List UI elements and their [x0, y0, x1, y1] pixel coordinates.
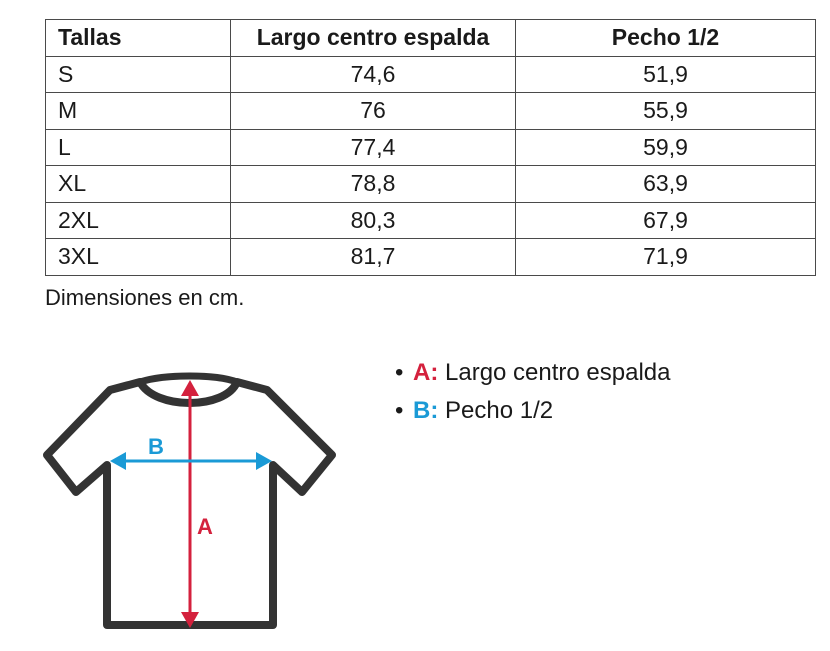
pecho-cell: 51,9: [515, 55, 816, 93]
table-row: M 76 55,9: [45, 92, 816, 130]
size-cell: 2XL: [45, 201, 231, 239]
table-row: L 77,4 59,9: [45, 128, 816, 166]
arrow-b-head-right: [256, 452, 272, 470]
legend-key-a: A:: [413, 359, 439, 386]
arrow-a-head-bottom: [181, 612, 199, 628]
table-row: S 74,6 51,9: [45, 55, 816, 93]
label-a: A: [197, 514, 213, 539]
tshirt-collar: [136, 372, 241, 386]
legend-item-b: • B: Pecho 1/2: [395, 394, 671, 432]
legend-text-a: Largo centro espalda: [445, 359, 671, 386]
table-header-row: Tallas Largo centro espalda Pecho 1/2: [45, 19, 816, 57]
largo-cell: 81,7: [230, 238, 516, 276]
largo-cell: 78,8: [230, 165, 516, 203]
pecho-cell: 67,9: [515, 201, 816, 239]
largo-cell: 74,6: [230, 55, 516, 93]
pecho-cell: 55,9: [515, 92, 816, 130]
bullet-icon: •: [395, 397, 404, 424]
largo-cell: 77,4: [230, 128, 516, 166]
tshirt-diagram: B A: [43, 372, 336, 629]
size-table: Tallas Largo centro espalda Pecho 1/2 S …: [45, 19, 816, 276]
largo-cell: 76: [230, 92, 516, 130]
largo-cell: 80,3: [230, 201, 516, 239]
header-largo: Largo centro espalda: [230, 19, 516, 57]
table-row: 3XL 81,7 71,9: [45, 238, 816, 276]
units-note: Dimensiones en cm.: [45, 285, 245, 310]
header-pecho: Pecho 1/2: [515, 19, 816, 57]
arrow-b-head-left: [110, 452, 126, 470]
label-b: B: [148, 434, 164, 459]
size-cell: 3XL: [45, 238, 231, 276]
pecho-cell: 59,9: [515, 128, 816, 166]
header-tallas: Tallas: [45, 19, 231, 57]
legend-text-b: Pecho 1/2: [445, 397, 554, 424]
legend-key-b: B:: [413, 397, 439, 424]
table-row: XL 78,8 63,9: [45, 165, 816, 203]
table-row: 2XL 80,3 67,9: [45, 201, 816, 239]
size-cell: XL: [45, 165, 231, 203]
size-cell: M: [45, 92, 231, 130]
legend-item-a: • A: Largo centro espalda: [395, 356, 671, 394]
arrow-a-head-top: [181, 380, 199, 396]
pecho-cell: 71,9: [515, 238, 816, 276]
measurement-legend: • A: Largo centro espalda • B: Pecho 1/2: [395, 356, 671, 432]
bullet-icon: •: [395, 359, 404, 386]
size-cell: L: [45, 128, 231, 166]
size-cell: S: [45, 55, 231, 93]
pecho-cell: 63,9: [515, 165, 816, 203]
